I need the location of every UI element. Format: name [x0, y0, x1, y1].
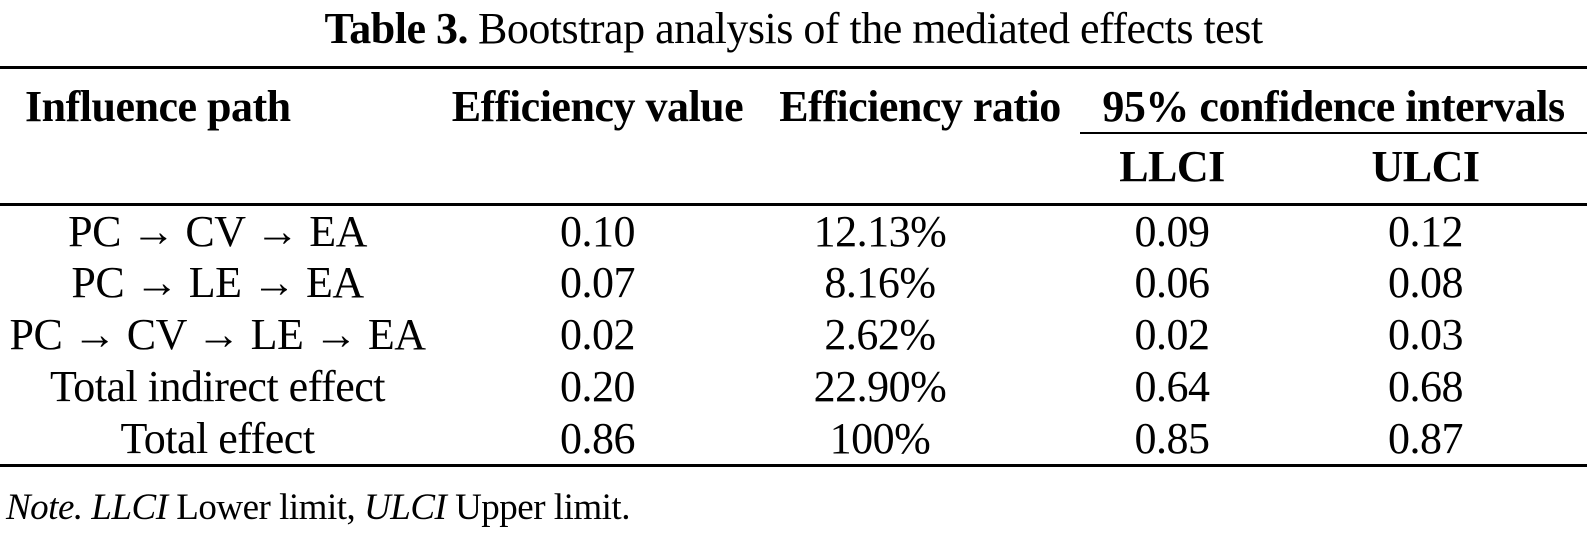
table-header: Influence path Efficiency value Efficien… [0, 67, 1587, 206]
cell-influence-path: PC → LE → EA [71, 258, 364, 307]
note-ulci-abbr: ULCI [364, 487, 447, 528]
cell-efficiency-value: 0.07 [560, 258, 636, 307]
header-efficiency-value: Efficiency value [435, 67, 760, 206]
cell-ulci: 0.12 [1388, 206, 1464, 256]
cell-llci: 0.64 [1134, 362, 1211, 411]
note-ulci-definition: Upper limit. [455, 487, 630, 528]
cell-ulci: 0.03 [1388, 310, 1464, 359]
table-row: PC → CV → LE → EA 0.02 2.62% 0.02 0.03 [0, 309, 1587, 361]
header-row-main: Influence path Efficiency value Efficien… [0, 67, 1587, 206]
cell-llci: 0.02 [1134, 310, 1211, 359]
table-title-number: Table 3. [324, 4, 468, 53]
cell-efficiency-value: 0.02 [560, 310, 636, 359]
table-note: Note. LLCI Lower limit, ULCI Upper limit… [6, 486, 630, 529]
table-title: Table 3. Bootstrap analysis of the mediat… [0, 0, 1587, 60]
note-llci-abbr: LLCI [91, 487, 168, 528]
cell-efficiency-ratio: 8.16% [824, 258, 936, 307]
cell-efficiency-value: 0.86 [560, 413, 636, 463]
header-ulci: ULCI [1334, 133, 1587, 206]
cell-influence-path: PC → CV → EA [68, 206, 367, 256]
header-llci: LLCI [1080, 133, 1334, 206]
cell-influence-path: Total indirect effect [50, 362, 386, 411]
cell-efficiency-ratio: 100% [829, 413, 931, 463]
header-influence-path: Influence path [0, 67, 435, 206]
cell-efficiency-ratio: 22.90% [813, 362, 947, 411]
cell-efficiency-value: 0.20 [560, 362, 636, 411]
cell-influence-path: Total effect [120, 413, 315, 463]
header-efficiency-ratio: Efficiency ratio [760, 67, 1080, 206]
cell-influence-path: PC → CV → LE → EA [9, 310, 426, 359]
table-row: PC → LE → EA 0.07 8.16% 0.06 0.08 [0, 257, 1587, 309]
table-row: PC → CV → EA 0.10 12.13% 0.09 0.12 [0, 204, 1587, 257]
cell-efficiency-ratio: 2.62% [824, 310, 936, 359]
cell-efficiency-ratio: 12.13% [813, 206, 947, 256]
header-confidence-intervals: 95% confidence intervals [1080, 67, 1587, 134]
note-label: Note. [6, 487, 83, 528]
table-body: PC → CV → EA 0.10 12.13% 0.09 0.12 PC → … [0, 204, 1587, 465]
bootstrap-analysis-table: Influence path Efficiency value Efficien… [0, 66, 1587, 467]
table-row: Total indirect effect 0.20 22.90% 0.64 0… [0, 361, 1587, 413]
cell-ulci: 0.08 [1388, 258, 1464, 307]
cell-efficiency-value: 0.10 [560, 206, 636, 256]
table-title-text: Bootstrap analysis of the mediated effec… [477, 4, 1263, 53]
cell-llci: 0.06 [1134, 258, 1211, 307]
cell-llci: 0.85 [1134, 413, 1211, 463]
cell-ulci: 0.68 [1388, 362, 1464, 411]
note-llci-definition: Lower limit, [176, 487, 356, 528]
cell-llci: 0.09 [1134, 206, 1211, 256]
header-row-sub: LLCI ULCI [0, 133, 1587, 206]
table-row: Total effect 0.86 100% 0.85 0.87 [0, 413, 1587, 466]
cell-ulci: 0.87 [1388, 413, 1464, 463]
